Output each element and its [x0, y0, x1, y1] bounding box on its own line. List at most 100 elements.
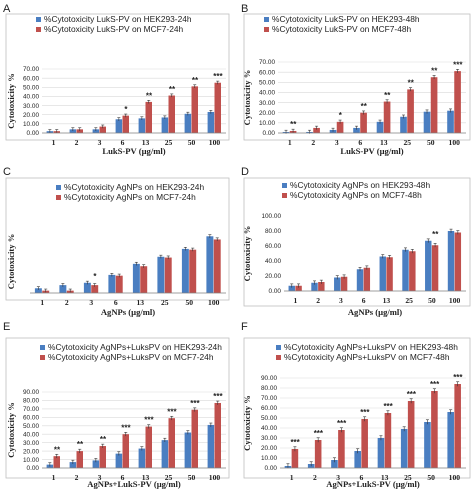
significance-marker: ***: [360, 408, 370, 417]
bar: [99, 126, 106, 133]
x-tick-label: 1: [52, 138, 56, 147]
x-tick-label: 2: [65, 298, 69, 307]
bar: [140, 266, 148, 293]
bar: [454, 232, 462, 291]
bar: [447, 231, 455, 291]
bar: [122, 434, 129, 468]
bar: [407, 89, 414, 133]
legend-swatch: [276, 345, 281, 350]
y-tick-label: 30.00: [261, 435, 277, 442]
legend-swatch: [36, 17, 41, 22]
y-tick-label: 10.00: [259, 120, 275, 127]
x-tick-label: 25: [405, 296, 413, 305]
significance-marker: ***: [144, 416, 154, 425]
panel-frame-B: [243, 13, 471, 141]
bar: [384, 413, 392, 468]
panel-letter-D: D: [241, 166, 249, 178]
x-tick-label: 100: [449, 473, 461, 482]
panel-frame-E: [5, 337, 230, 479]
y-tick-label: 60.00: [23, 75, 39, 82]
y-tick-label: 10.00: [261, 455, 277, 462]
bar: [425, 240, 432, 291]
bar: [214, 82, 221, 133]
bar: [138, 118, 146, 133]
bar: [331, 460, 338, 468]
significance-marker: **: [361, 102, 368, 111]
bar: [214, 402, 221, 468]
x-tick-label: 100: [449, 296, 461, 305]
y-tick-label: 50.00: [23, 84, 39, 91]
y-tick-label: 70.00: [259, 59, 275, 66]
legend-swatch: [56, 185, 61, 190]
y-tick-label: 80.00: [261, 385, 277, 392]
bar: [447, 110, 454, 133]
bar: [288, 285, 295, 291]
bar: [99, 446, 106, 468]
x-tick-label: 100: [209, 473, 221, 482]
y-tick-label: 40.00: [23, 94, 39, 101]
panel-frame-F: [243, 337, 471, 479]
x-axis-label: AgNPs (µg/ml): [101, 307, 155, 317]
bar: [168, 418, 175, 468]
significance-marker: ***: [453, 373, 463, 382]
legend-swatch: [56, 195, 61, 200]
significance-marker: **: [384, 91, 391, 100]
legend-swatch: [40, 345, 45, 350]
bar: [356, 269, 364, 291]
bar: [376, 121, 384, 133]
bar: [164, 257, 172, 293]
y-tick-label: 60.00: [259, 69, 275, 76]
y-tick-label: 20.00: [23, 448, 39, 455]
y-axis-label: Cytotoxicity %: [242, 70, 252, 126]
significance-marker: **: [100, 435, 107, 444]
bar: [386, 257, 393, 291]
bar: [353, 127, 360, 133]
significance-marker: ***: [290, 438, 300, 447]
bar: [377, 438, 385, 468]
y-tick-label: 70.00: [23, 66, 39, 73]
bar: [363, 267, 371, 291]
bar: [454, 384, 461, 468]
bar: [407, 401, 415, 468]
significance-marker: **: [432, 230, 439, 239]
bar: [76, 451, 83, 468]
bar: [184, 113, 192, 133]
bar: [311, 282, 318, 291]
bar: [400, 116, 407, 133]
legend-entry: %Cytotoxicity AgNPs+LuksPV on MCF7-24h: [48, 352, 214, 362]
significance-marker: **: [146, 91, 153, 100]
y-tick-label: 80.00: [23, 398, 39, 405]
bar: [431, 391, 438, 468]
x-tick-label: 25: [161, 298, 169, 307]
x-tick-label: 25: [403, 138, 411, 147]
y-axis-label: Cytotoxicity %: [6, 402, 16, 458]
x-tick-label: 6: [358, 138, 362, 147]
x-tick-label: 50: [188, 138, 196, 147]
x-axis-label: LukS-PV (µg/ml): [340, 146, 403, 156]
y-tick-label: 100.00: [261, 213, 281, 220]
legend-swatch: [40, 355, 45, 360]
x-tick-label: 6: [121, 138, 125, 147]
legend-swatch: [282, 193, 287, 198]
legend-entry: %Cytotoxicity AgNPs+LuksPV on HEK293-24h: [48, 342, 222, 352]
x-tick-label: 100: [209, 138, 221, 147]
significance-marker: ***: [407, 390, 417, 399]
y-tick-label: 0.00: [27, 130, 40, 137]
legend-entry: %Cytotoxicity LukS-PV on HEK293-24h: [44, 14, 192, 24]
panel-frame-D: [243, 177, 471, 307]
x-tick-label: 6: [362, 296, 366, 305]
bar: [400, 429, 408, 468]
legend-entry: %Cytotoxicity AgNPs+LuksPV on MCF7-48h: [284, 352, 450, 362]
x-tick-label: 13: [142, 473, 150, 482]
y-tick-label: 10.00: [23, 121, 39, 128]
significance-marker: ***: [121, 423, 131, 432]
legend-entry: %Cytotoxicity AgNPs+LuksPV on HEK293-48h: [284, 342, 458, 352]
x-tick-label: 100: [208, 298, 220, 307]
x-tick-label: 3: [339, 296, 343, 305]
significance-marker: ***: [337, 419, 347, 428]
y-tick-label: 40.00: [261, 425, 277, 432]
bar: [336, 121, 344, 133]
significance-marker: ***: [213, 72, 223, 81]
x-axis-label: AgNPs+LukS-PV (µg/ml): [326, 479, 420, 489]
